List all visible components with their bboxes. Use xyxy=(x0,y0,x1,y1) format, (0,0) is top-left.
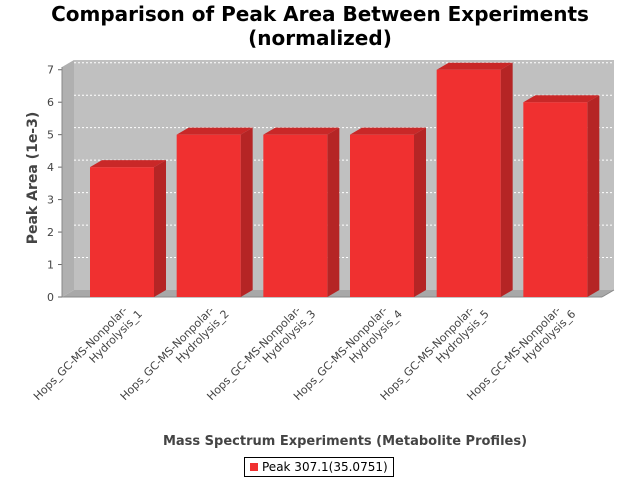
legend: Peak 307.1(35.0751) xyxy=(244,457,394,477)
bar-side xyxy=(240,127,253,297)
bar-top xyxy=(436,62,513,70)
bar-side xyxy=(500,62,513,297)
chart-subtitle-line: (normalized) xyxy=(248,26,392,50)
x-axis-title: Mass Spectrum Experiments (Metabolite Pr… xyxy=(163,434,527,449)
y-tick-label: 1 xyxy=(47,259,54,272)
legend-swatch xyxy=(250,463,258,471)
y-tick-label: 7 xyxy=(47,64,54,77)
plot-side-wall xyxy=(62,60,74,297)
bar-top xyxy=(350,127,426,135)
bar-group xyxy=(436,62,513,298)
bar xyxy=(436,69,501,298)
y-tick-label: 4 xyxy=(47,161,54,174)
y-tick-label: 2 xyxy=(47,226,54,239)
bar xyxy=(350,134,414,297)
bar-group xyxy=(523,95,600,298)
y-tick-label: 6 xyxy=(47,96,54,109)
bar-side xyxy=(327,127,340,297)
bar-top xyxy=(263,127,340,135)
y-axis-title: Peak Area (1e-3) xyxy=(25,112,41,245)
bar xyxy=(523,102,588,298)
bar-side xyxy=(154,160,166,297)
legend-label: Peak 307.1(35.0751) xyxy=(262,460,388,474)
bar-top xyxy=(176,127,253,135)
bar xyxy=(90,167,154,297)
bar-group xyxy=(90,160,166,297)
x-axis-depth-line xyxy=(601,289,615,298)
bar-group xyxy=(263,127,340,297)
y-tick-label: 0 xyxy=(47,291,54,304)
bar-side xyxy=(414,127,426,297)
x-tick-label-line: Hops_GC-MS-Nonpolar- xyxy=(31,304,130,403)
bar-top xyxy=(523,95,600,103)
y-tick-label: 5 xyxy=(47,129,54,142)
bar-group xyxy=(350,127,426,297)
bar xyxy=(176,134,241,297)
chart-title-line: Comparison of Peak Area Between Experime… xyxy=(51,2,589,26)
bar-top xyxy=(90,160,166,168)
chart-title: Comparison of Peak Area Between Experime… xyxy=(0,2,640,50)
bar-group xyxy=(176,127,253,297)
bar xyxy=(263,134,328,297)
bar-side xyxy=(587,95,600,298)
y-tick-label: 3 xyxy=(47,194,54,207)
